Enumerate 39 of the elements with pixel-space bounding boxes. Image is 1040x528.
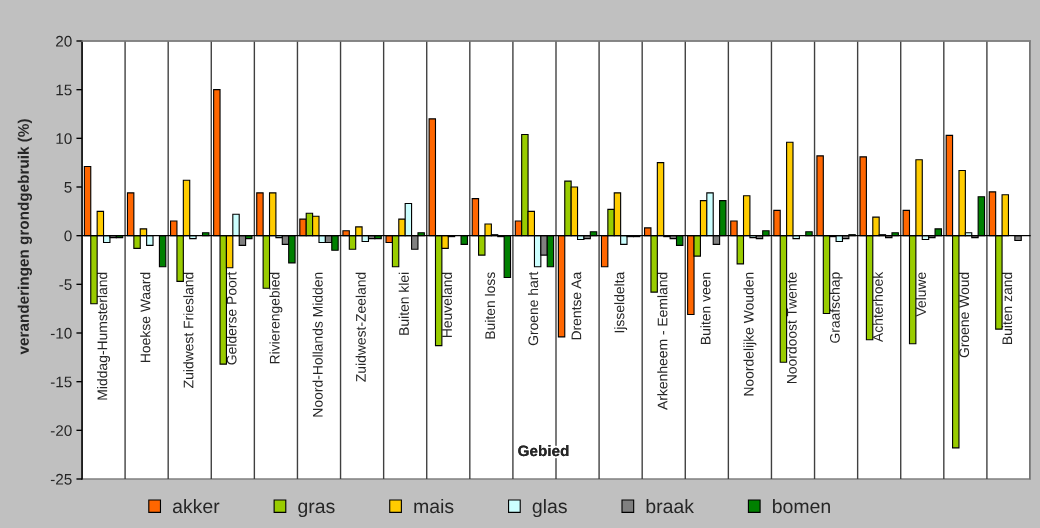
y-tick-label: 0 (64, 230, 72, 242)
x-tick-label: Groene Woud (958, 272, 970, 358)
x-tick-label: Veluwe (915, 272, 926, 317)
legend-label: gras (298, 502, 335, 518)
x-tick-label: Groene hart (527, 271, 539, 346)
x-tick-label: Heuveland (441, 272, 452, 338)
y-tick-label: 20 (56, 35, 72, 47)
x-tick-label: Drentse Aa (571, 271, 582, 340)
legend-label: akker (172, 498, 220, 514)
x-tick-label: Buiten zand (1001, 272, 1013, 344)
x-tick-label: Buiten veen (700, 272, 711, 344)
x-tick-label: Middag-Humsterland (97, 272, 111, 400)
x-tick-label: Ijsseldelta (614, 271, 628, 333)
legend-label: mais (414, 498, 454, 514)
x-tick-label: Gelderse Poort (226, 271, 237, 365)
legend-label: bomen (773, 498, 830, 514)
x-tick-label: Noordoost Twente (786, 272, 797, 384)
x-tick-label: Graafschap (829, 272, 843, 343)
x-tick-label: Achterhoek (872, 271, 883, 342)
y-tick-label: -10 (50, 327, 72, 339)
x-tick-label: Zuidwest Friesland (183, 272, 194, 388)
x-tick-label: Noord-Hollands Midden (312, 272, 323, 417)
x-tick-label: Hoekse Waard (140, 272, 151, 362)
y-tick-label: -20 (50, 425, 72, 437)
legend-label: braak (646, 498, 694, 514)
x-tick-label: Noordelijke Wouden (743, 272, 757, 396)
x-tick-label: Buiten klei (398, 272, 409, 335)
y-tick-label: -15 (50, 376, 72, 388)
y-tick-label: 15 (56, 84, 72, 96)
y-tick-label: 10 (56, 133, 72, 145)
y-tick-label: 5 (64, 182, 72, 193)
x-tick-label: Arkenheem - Eemland (657, 272, 668, 410)
y-tick-label: -5 (59, 279, 72, 291)
y-axis-title: veranderingen grondgebruik (%) (17, 119, 32, 355)
x-tick-label: Rivierengebied (269, 272, 283, 364)
x-tick-label: Buiten loss (484, 272, 496, 339)
y-tick-label: -25 (50, 473, 72, 485)
x-tick-label: Zuidwest-Zeeland (355, 272, 366, 382)
legend-label: glas (532, 498, 567, 518)
